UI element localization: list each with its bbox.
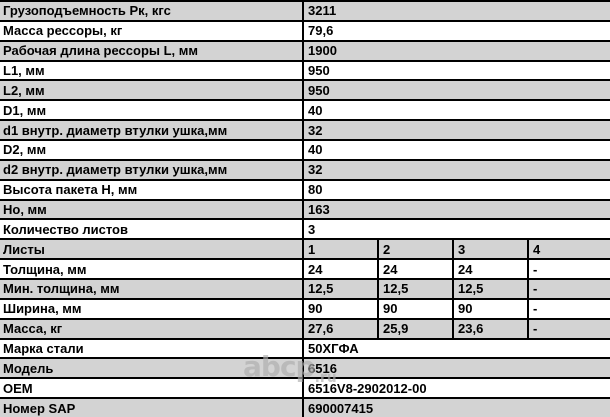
leaf-data-row: Масса, кг 27,6 25,9 23,6 - <box>0 317 610 339</box>
leaf-data-row: Толщина, мм 24 24 24 - <box>0 258 610 280</box>
row-value: 79,6 <box>301 19 610 41</box>
table-row: Грузоподъемность Рк, кгс 3211 <box>0 0 610 21</box>
leaf-col-header: 4 <box>526 238 610 260</box>
row-value: 32 <box>301 119 610 141</box>
leaf-cell: - <box>526 278 610 299</box>
table-row: Высота пакета Н, мм 80 <box>0 178 610 200</box>
row-value: 950 <box>301 79 610 101</box>
row-value: 3211 <box>301 0 610 21</box>
row-label: L2, мм <box>0 79 303 101</box>
leaf-col-header: 3 <box>452 238 528 260</box>
row-label: d1 внутр. диаметр втулки ушка,мм <box>0 119 303 141</box>
row-label: D1, мм <box>0 99 303 121</box>
row-label: Номер SAP <box>0 397 303 417</box>
leaf-data-row: Ширина, мм 90 90 90 - <box>0 297 610 319</box>
row-value: 6516 <box>301 357 610 379</box>
row-label: OEM <box>0 377 303 399</box>
row-label: Но, мм <box>0 198 303 220</box>
leaf-header-row: Листы 1 2 3 4 <box>0 238 610 260</box>
leaf-col-header: 2 <box>377 238 453 260</box>
row-value: 50ХГФА <box>301 337 610 359</box>
table-row: L1, мм 950 <box>0 59 610 81</box>
leaf-cell: - <box>526 258 610 280</box>
table-row: D2, мм 40 <box>0 139 610 160</box>
row-value: 32 <box>301 158 610 180</box>
table-row: d1 внутр. диаметр втулки ушка,мм 32 <box>0 119 610 141</box>
table-row: Модель 6516 <box>0 357 610 379</box>
leaf-col-header: 1 <box>302 238 378 260</box>
row-label: Количество листов <box>0 218 303 240</box>
row-value: 163 <box>301 198 610 220</box>
table-row: Масса рессоры, кг 79,6 <box>0 19 610 41</box>
table-row: Рабочая длина рессоры L, мм 1900 <box>0 39 610 61</box>
leaf-cell: 90 <box>452 297 528 319</box>
row-value: 950 <box>301 59 610 81</box>
row-label: Масса рессоры, кг <box>0 19 303 41</box>
row-value: 6516V8-2902012-00 <box>301 377 610 399</box>
row-label: Ширина, мм <box>0 297 303 319</box>
table-row: d2 внутр. диаметр втулки ушка,мм 32 <box>0 158 610 180</box>
row-value: 40 <box>301 139 610 160</box>
row-label: Высота пакета Н, мм <box>0 178 303 200</box>
table-row: Номер SAP 690007415 <box>0 397 610 417</box>
row-label: Масса, кг <box>0 317 303 339</box>
leaf-cell: 12,5 <box>377 278 453 299</box>
table-row: OEM 6516V8-2902012-00 <box>0 377 610 399</box>
leaf-cell: 90 <box>302 297 378 319</box>
leaf-cell: 24 <box>452 258 528 280</box>
leaf-cell: 27,6 <box>302 317 378 339</box>
leaf-cell: 23,6 <box>452 317 528 339</box>
row-label: L1, мм <box>0 59 303 81</box>
table-row: L2, мм 950 <box>0 79 610 101</box>
table-row: Но, мм 163 <box>0 198 610 220</box>
leaf-data-row: Мин. толщина, мм 12,5 12,5 12,5 - <box>0 278 610 299</box>
row-label: Марка стали <box>0 337 303 359</box>
table-row: Количество листов 3 <box>0 218 610 240</box>
leaf-cell: 24 <box>302 258 378 280</box>
row-label: Мин. толщина, мм <box>0 278 303 299</box>
row-value: 1900 <box>301 39 610 61</box>
row-label: d2 внутр. диаметр втулки ушка,мм <box>0 158 303 180</box>
row-value: 80 <box>301 178 610 200</box>
table-row: D1, мм 40 <box>0 99 610 121</box>
row-value: 3 <box>301 218 610 240</box>
row-label: Рабочая длина рессоры L, мм <box>0 39 303 61</box>
leaf-cell: - <box>526 317 610 339</box>
leaf-cell: - <box>526 297 610 319</box>
row-label: Грузоподъемность Рк, кгс <box>0 0 303 21</box>
row-label: D2, мм <box>0 139 303 160</box>
leaf-cell: 25,9 <box>377 317 453 339</box>
row-label: Толщина, мм <box>0 258 303 280</box>
leaf-cell: 24 <box>377 258 453 280</box>
row-value: 690007415 <box>301 397 610 417</box>
leaf-cell: 90 <box>377 297 453 319</box>
row-value: 40 <box>301 99 610 121</box>
leaf-cell: 12,5 <box>452 278 528 299</box>
row-label: Листы <box>0 238 303 260</box>
table-row: Марка стали 50ХГФА <box>0 337 610 359</box>
leaf-cell: 12,5 <box>302 278 378 299</box>
row-label: Модель <box>0 357 303 379</box>
